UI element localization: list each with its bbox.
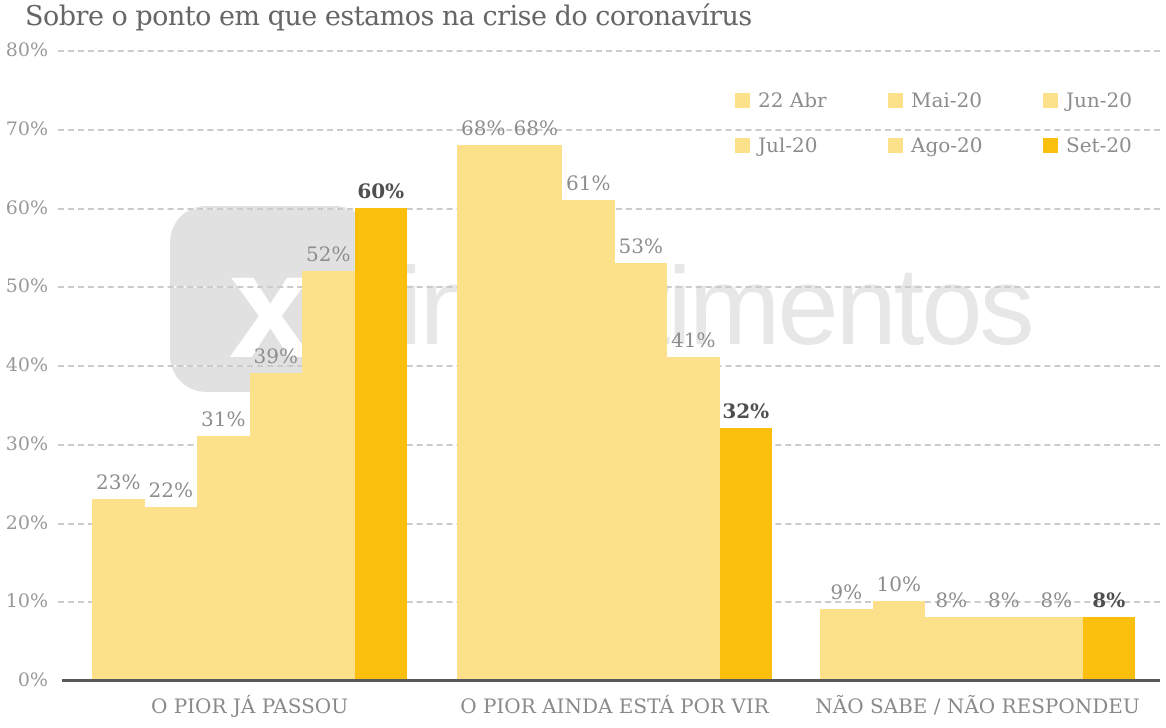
bar-value-label: 61% [566, 170, 611, 195]
bar-value-label: 8% [987, 588, 1020, 612]
y-tick-label: 80% [5, 39, 48, 61]
bar-value-label: 60% [357, 178, 405, 203]
bar-jun-20-cat2 [562, 199, 615, 680]
bar-value-label: 8% [1092, 588, 1126, 612]
legend-swatch-icon [888, 137, 903, 153]
y-tick-label: 70% [5, 117, 48, 140]
bar-value-label: 68% [513, 115, 558, 140]
bar-value-label: 52% [306, 241, 351, 266]
category-label-1: O PIOR JÁ PASSOU [150, 694, 349, 718]
bar-set-20-cat1 [354, 207, 407, 680]
bar-mai-20-cat3 [872, 601, 925, 680]
bar-set-20-cat3 [1082, 617, 1135, 680]
bar-value-label: 53% [618, 233, 663, 258]
bar-mai-20-cat2 [509, 144, 562, 680]
chart-title: Sobre o ponto em que estamos na crise do… [25, 1, 752, 32]
bar-value-label: 23% [96, 469, 141, 494]
legend-label: Jun-20 [1066, 88, 1132, 112]
legend-item-22-abr: 22 Abr [735, 88, 827, 112]
bar-jul-20-cat1 [249, 372, 302, 680]
legend-label: Jul-20 [758, 133, 818, 157]
bar-value-label: 9% [830, 580, 863, 605]
bar-jun-20-cat1 [197, 435, 250, 680]
bar-jul-20-cat3 [977, 617, 1030, 680]
legend-item-set-20: Set-20 [1043, 133, 1132, 157]
bar-value-label: 41% [671, 328, 716, 353]
legend-swatch-icon [1043, 92, 1058, 108]
legend-item-jul-20: Jul-20 [735, 133, 818, 157]
y-tick-label: 40% [5, 354, 48, 376]
x-axis-line [62, 679, 1160, 682]
legend-swatch-icon [735, 92, 750, 108]
legend-item-jun-20: Jun-20 [1043, 88, 1132, 112]
y-tick-label: 50% [5, 275, 48, 298]
legend-label: Set-20 [1066, 133, 1132, 157]
legend-swatch-icon [888, 92, 903, 108]
bar-ago-20-cat2 [667, 357, 720, 680]
legend-swatch-icon [1043, 137, 1058, 153]
bar-22-abr-cat3 [820, 609, 873, 680]
category-label-2: O PIOR AINDA ESTÁ POR VIR [460, 694, 769, 718]
category-label-3: NÃO SABE / NÃO RESPONDEU [815, 694, 1140, 718]
bar-22-abr-cat1 [92, 498, 145, 680]
bar-value-label: 68% [461, 115, 506, 140]
y-tick-label: 20% [5, 511, 48, 534]
y-tick-label: 10% [5, 590, 48, 613]
bar-mai-20-cat1 [144, 506, 197, 680]
bar-ago-20-cat1 [302, 270, 355, 680]
bar-set-20-cat2 [719, 428, 772, 680]
y-tick-label: 0% [17, 669, 48, 691]
bar-jul-20-cat2 [614, 262, 667, 680]
legend-label: 22 Abr [758, 88, 827, 112]
gridline [58, 50, 1160, 52]
legend-label: Ago-20 [911, 133, 983, 157]
bar-jun-20-cat3 [925, 617, 978, 680]
plot-area [58, 50, 1160, 682]
bar-ago-20-cat3 [1030, 617, 1083, 680]
bar-value-label: 32% [722, 399, 770, 423]
watermark-x-logo: x [228, 221, 313, 389]
bar-value-label: 10% [876, 572, 921, 597]
gridline [58, 128, 1160, 131]
legend-item-ago-20: Ago-20 [888, 133, 983, 157]
y-tick-label: 60% [5, 196, 48, 219]
y-tick-label: 30% [5, 432, 48, 455]
bar-value-label: 8% [935, 588, 968, 612]
bar-22-abr-cat2 [457, 144, 510, 680]
bar-value-label: 22% [148, 477, 193, 502]
legend-label: Mai-20 [911, 88, 983, 112]
bar-value-label: 31% [201, 406, 246, 431]
legend-swatch-icon [735, 137, 750, 153]
bar-value-label: 39% [253, 343, 298, 368]
legend-item-mai-20: Mai-20 [888, 88, 982, 112]
bar-value-label: 8% [1040, 588, 1073, 612]
